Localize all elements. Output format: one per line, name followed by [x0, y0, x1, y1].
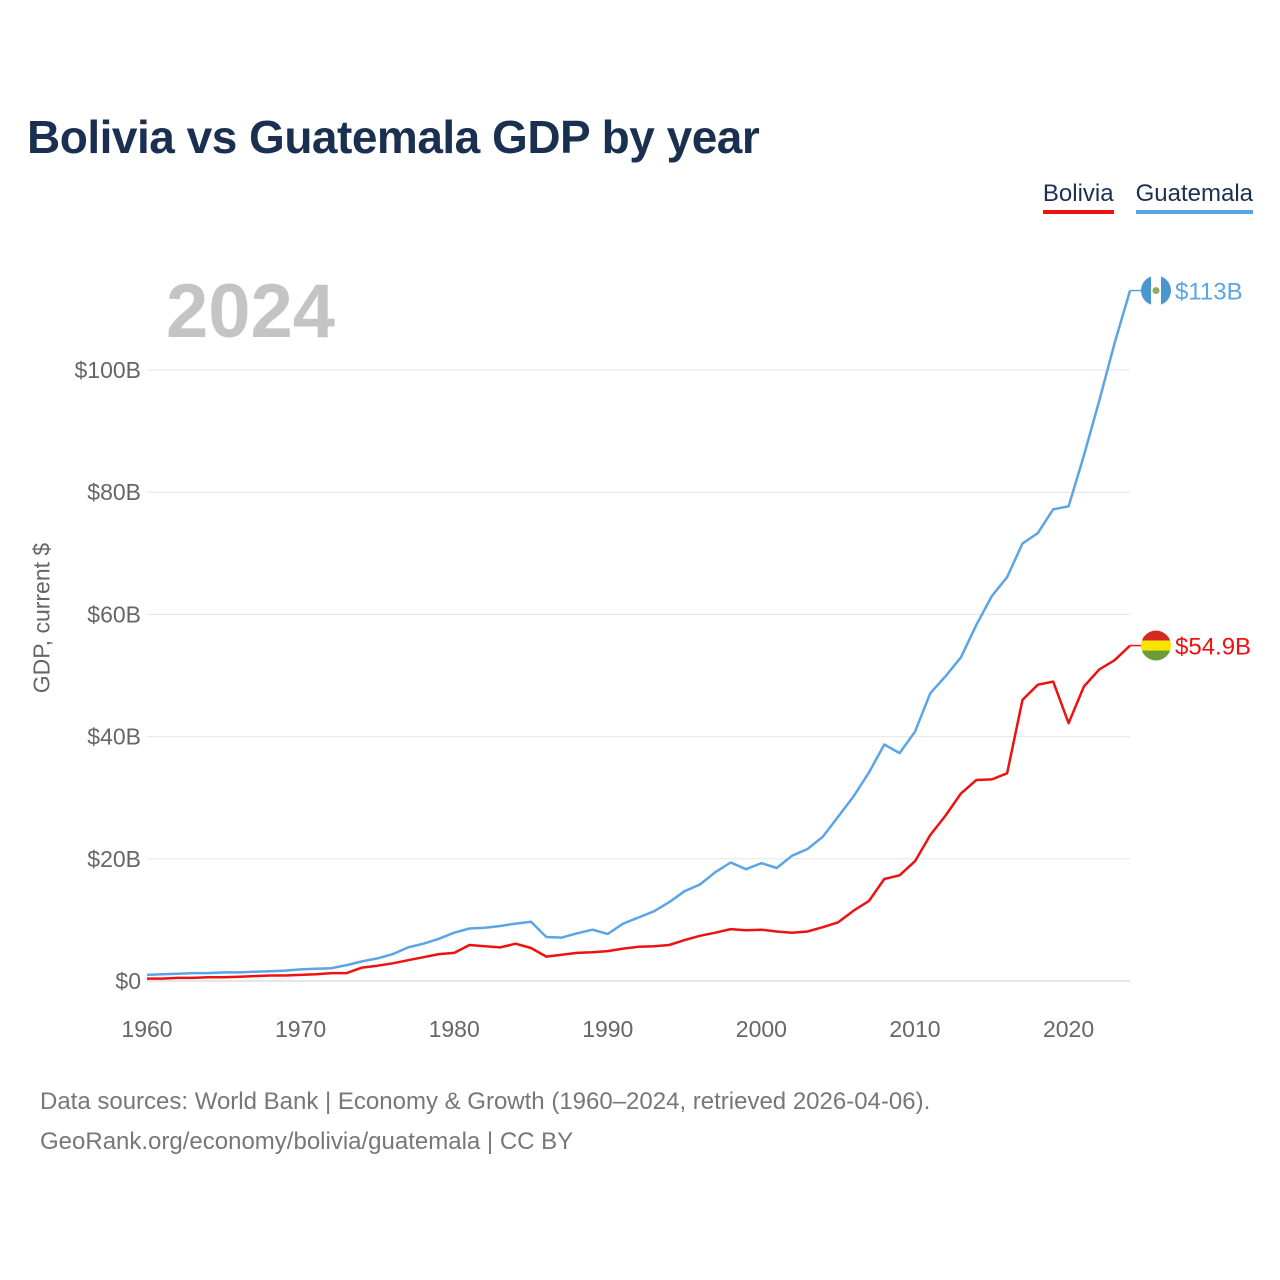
legend-item-bolivia[interactable]: Bolivia: [1042, 180, 1114, 214]
x-tick-label: 1960: [121, 1016, 172, 1042]
y-tick-label: $60B: [87, 601, 141, 627]
end-value-label-guatemala: $113B: [1175, 279, 1243, 306]
legend: Bolivia Guatemala: [1042, 180, 1253, 214]
chart-title: Bolivia vs Guatemala GDP by year: [27, 111, 760, 163]
x-tick-label: 1980: [429, 1016, 480, 1042]
credit-line: GeoRank.org/economy/bolivia/guatemala | …: [40, 1128, 574, 1155]
y-tick-label: $100B: [74, 357, 141, 383]
y-tick-label: $80B: [87, 479, 141, 505]
y-tick-label: $0: [115, 968, 141, 994]
y-tick-label: $20B: [87, 846, 141, 872]
x-tick-label: 1970: [275, 1016, 326, 1042]
y-tick-label: $40B: [87, 724, 141, 750]
source-note: Data sources: World Bank | Economy & Gro…: [40, 1082, 930, 1162]
x-tick-label: 2010: [889, 1016, 940, 1042]
grid-lines: [147, 369, 1130, 982]
series-line-guatemala[interactable]: [146, 290, 1132, 977]
end-markers: $113B $54.9B: [1130, 275, 1251, 661]
series-lines: [146, 290, 1132, 980]
x-tick-label: 2020: [1043, 1016, 1094, 1042]
year-watermark: 2024: [166, 269, 336, 354]
guatemala-flag-icon: [1141, 275, 1171, 306]
x-tick-labels: 1960 1970 1980 1990 2000 2010 2020: [121, 1016, 1094, 1042]
legend-item-guatemala[interactable]: Guatemala: [1135, 180, 1253, 214]
end-value-label-bolivia: $54.9B: [1175, 634, 1251, 661]
y-tick-labels: $0 $20B $40B $60B $80B $100B: [74, 357, 141, 994]
bolivia-flag-icon: [1141, 630, 1171, 661]
x-tick-label: 2000: [736, 1016, 787, 1042]
source-line: Data sources: World Bank | Economy & Gro…: [40, 1088, 931, 1115]
series-line-bolivia[interactable]: [147, 644, 1131, 980]
x-tick-label: 1990: [582, 1016, 633, 1042]
